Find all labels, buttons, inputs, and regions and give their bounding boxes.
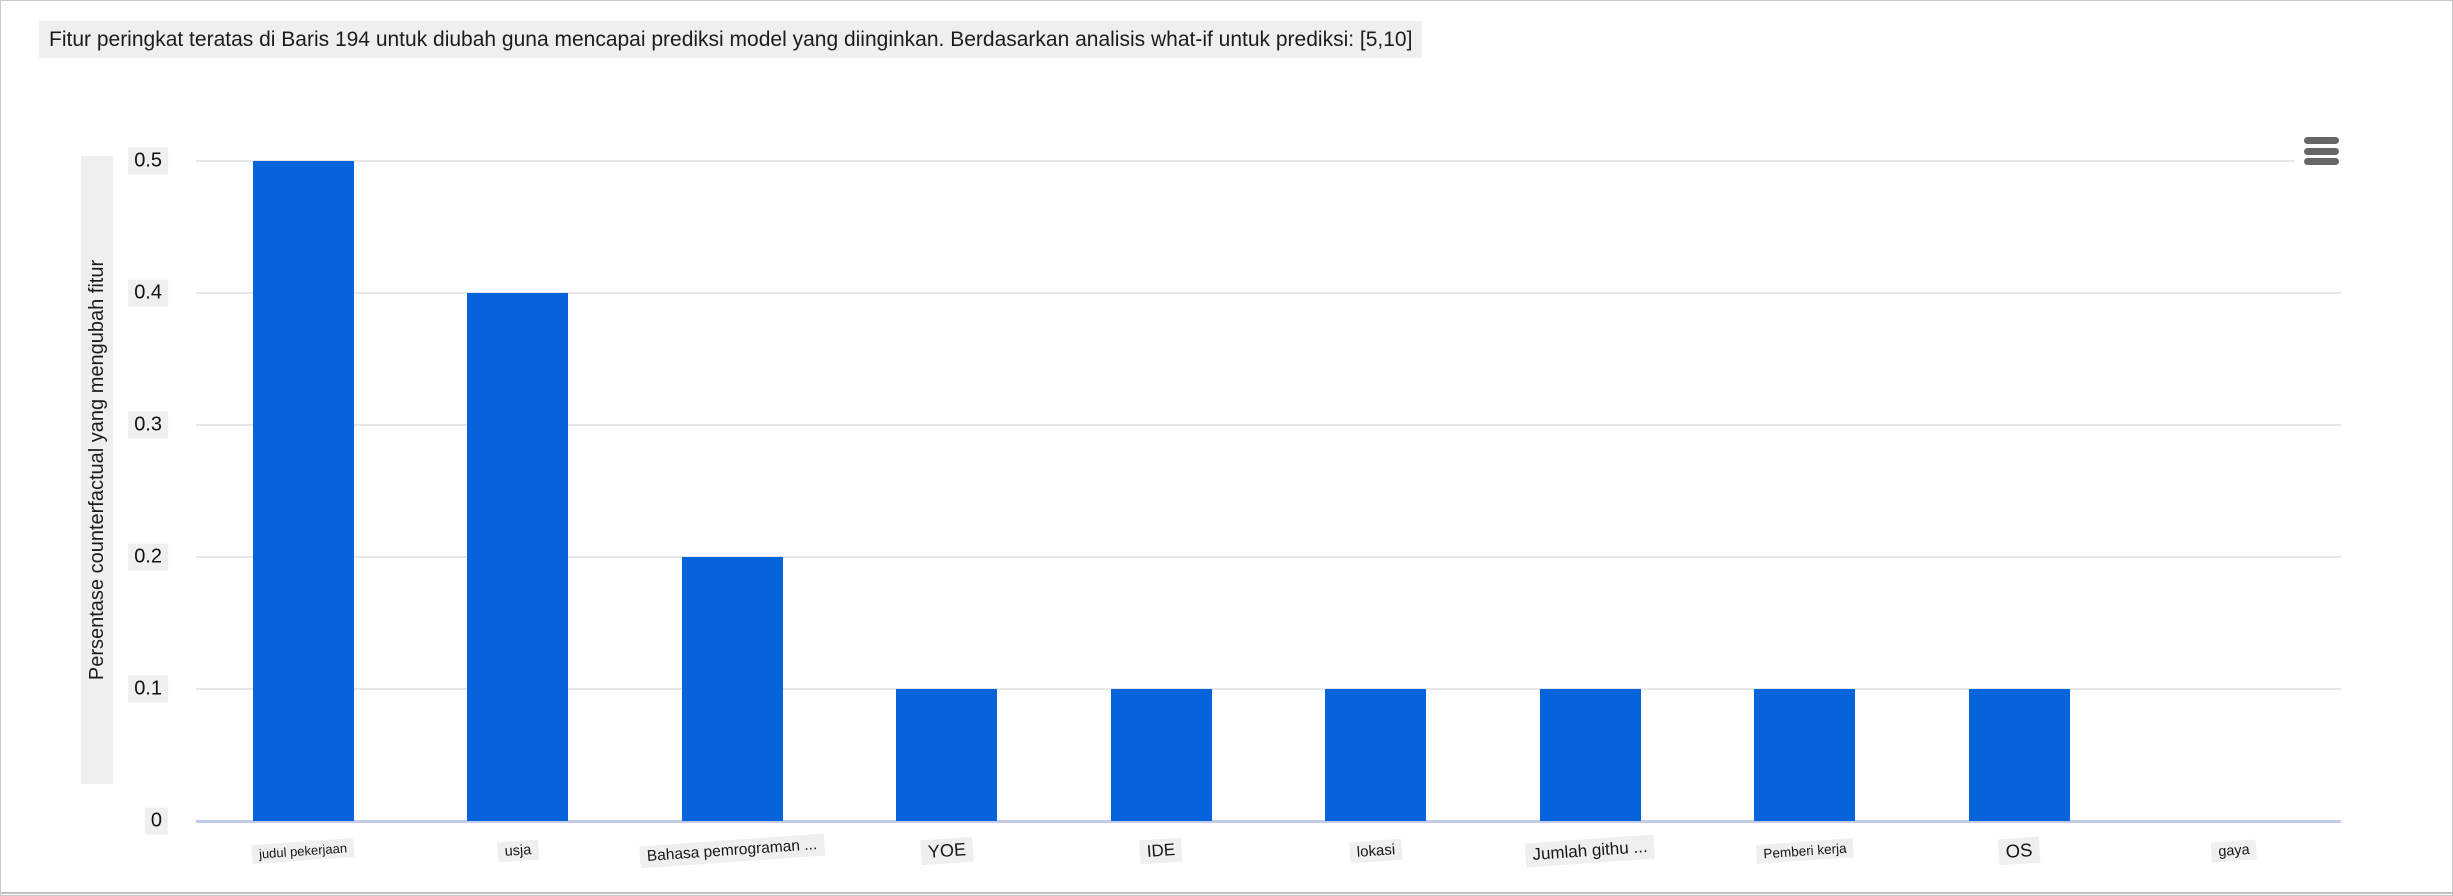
- bar-judul-pekerjaan[interactable]: [252, 161, 354, 821]
- bar-jumlah-githu[interactable]: [1539, 689, 1641, 821]
- y-tick-label: 0: [144, 807, 168, 835]
- x-tick-label: OS: [1998, 836, 2041, 866]
- chart-title: Fitur peringkat teratas di Baris 194 unt…: [39, 21, 1423, 59]
- y-tick-label: 0.1: [128, 675, 168, 703]
- bar-yoe[interactable]: [896, 689, 998, 821]
- gridline: [196, 160, 2297, 162]
- hamburger-menu-icon: [2303, 137, 2339, 165]
- gridline: [196, 424, 2341, 426]
- bar-os[interactable]: [1968, 689, 2070, 821]
- x-tick-label: Jumlah githu ...: [1524, 834, 1656, 868]
- x-tick-label: Pemberi kerja: [1755, 838, 1854, 864]
- x-tick-label: YOE: [919, 836, 974, 866]
- bar-pemberi-kerja[interactable]: [1754, 689, 1856, 821]
- gridline: [196, 688, 2341, 690]
- chart-menu-button[interactable]: [2295, 129, 2347, 173]
- x-tick-label: judul pekerjaan: [251, 837, 355, 865]
- x-tick-label: IDE: [1139, 837, 1184, 865]
- y-axis-title: Persentase counterfactual yang mengubah …: [81, 156, 113, 784]
- x-tick-label: gaya: [2210, 839, 2258, 863]
- y-tick-label: 0.4: [128, 279, 168, 307]
- gridline: [196, 292, 2341, 294]
- x-axis-line: [196, 820, 2341, 823]
- x-tick-label: Bahasa pemrograman ...: [639, 833, 826, 869]
- x-tick-label: lokasi: [1348, 838, 1403, 864]
- x-tick-label: usja: [496, 839, 539, 863]
- y-tick-label: 0.5: [128, 147, 168, 175]
- card-bottom-border: [1, 892, 2452, 894]
- bar-lokasi[interactable]: [1325, 689, 1427, 821]
- bar-usja[interactable]: [467, 293, 569, 821]
- y-tick-label: 0.2: [128, 543, 168, 571]
- bar-bahasa-pemrograman[interactable]: [681, 557, 783, 821]
- bar-ide[interactable]: [1110, 689, 1212, 821]
- gridline: [196, 556, 2341, 558]
- y-tick-label: 0.3: [128, 411, 168, 439]
